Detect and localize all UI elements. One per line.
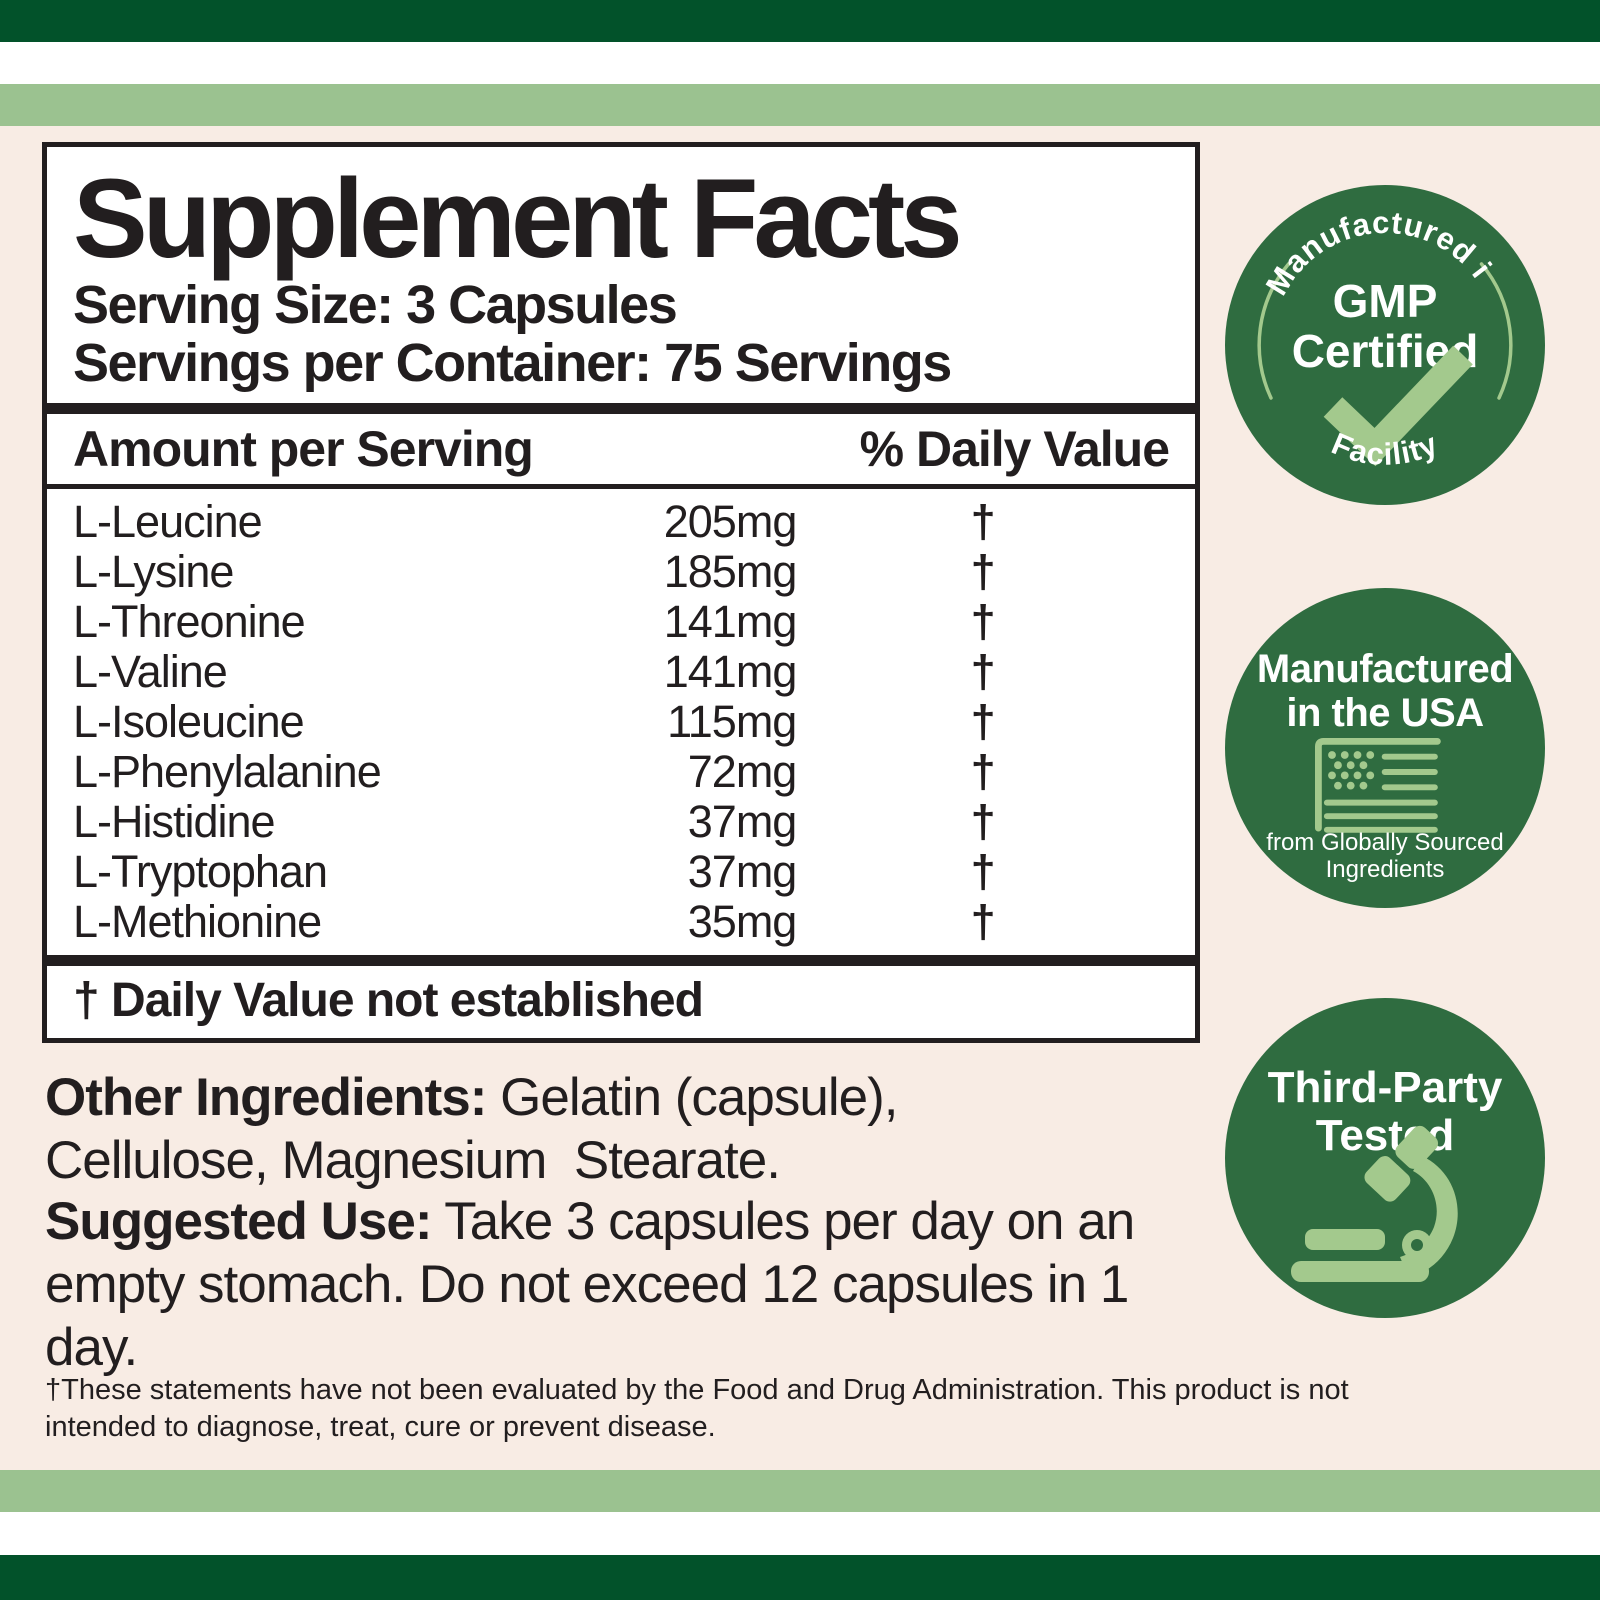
ingredient-amount: 35mg — [687, 896, 798, 947]
fda-disclaimer-text: †These statements have not been evaluate… — [45, 1374, 1349, 1443]
serving-size-line: Serving Size: 3 Capsules — [73, 275, 678, 335]
top-bar-light-green — [0, 84, 1600, 126]
other-ingredients-label: Other Ingredients: — [45, 1068, 487, 1127]
suggested-use-text: Suggested Use: Take 3 capsules per day o… — [45, 1190, 1220, 1379]
ingredient-name: L-Isoleucine — [73, 696, 305, 747]
top-bar-dark-green — [0, 0, 1600, 42]
ingredient-name: L-Tryptophan — [73, 846, 328, 897]
ingredient-dv: † — [970, 696, 996, 747]
thick-divider — [47, 403, 1195, 414]
thin-divider — [47, 484, 1195, 489]
table-row: L-Valine 141mg † — [73, 647, 1169, 697]
bottom-bar-light-green — [0, 1470, 1600, 1512]
usa-title-line1: Manufactured — [1257, 647, 1513, 691]
ingredient-dv: † — [970, 746, 996, 797]
supplement-facts-panel: Supplement Facts Serving Size: 3 Capsule… — [42, 142, 1200, 1043]
ingredient-dv: † — [970, 846, 996, 897]
badge-circle — [1225, 185, 1545, 505]
other-ingredients-text: Other Ingredients: Gelatin (capsule), Ce… — [45, 1066, 1075, 1192]
ingredient-dv: † — [970, 546, 996, 597]
third-party-tested-badge: Third-Party Tested — [1225, 998, 1545, 1318]
ingredient-amount: 205mg — [663, 496, 798, 547]
servings-per-container-line: Servings per Container: 75 Servings — [73, 333, 952, 393]
ingredient-rows: L-Leucine 205mg † L-Lysine 185mg † L-Thr… — [47, 489, 1195, 955]
ingredient-name: L-Histidine — [73, 796, 276, 847]
made-in-usa-badge: Manufactured in the USA from Globally So… — [1225, 588, 1545, 908]
badge-ring-arc-left — [1257, 262, 1291, 400]
ingredient-dv: † — [970, 796, 996, 847]
ingredient-name: L-Phenylalanine — [73, 746, 382, 797]
bottom-bar-white — [0, 1512, 1600, 1555]
facts-header: Supplement Facts Serving Size: 3 Capsule… — [47, 147, 1195, 403]
microscope-icon — [1291, 1125, 1458, 1282]
third-party-title-line2: Tested — [1316, 1111, 1455, 1160]
suggested-use-label: Suggested Use: — [45, 1192, 433, 1251]
table-row: L-Lysine 185mg † — [73, 547, 1169, 597]
facts-column-headers: Amount per Serving % Daily Value — [47, 414, 1195, 484]
table-row: L-Isoleucine 115mg † — [73, 697, 1169, 747]
ingredient-dv: † — [970, 496, 996, 547]
ingredient-amount: 72mg — [687, 746, 798, 797]
table-row: L-Phenylalanine 72mg † — [73, 747, 1169, 797]
ingredient-dv: † — [970, 646, 996, 697]
usa-title-line2: in the USA — [1286, 691, 1483, 735]
ingredient-amount: 141mg — [663, 596, 798, 647]
ingredient-name: L-Threonine — [73, 596, 306, 647]
table-row: L-Threonine 141mg † — [73, 597, 1169, 647]
thick-divider — [47, 955, 1195, 966]
ingredient-amount: 115mg — [667, 696, 797, 747]
bottom-bar-dark-green — [0, 1555, 1600, 1600]
badge-ring-arc-right — [1479, 262, 1513, 400]
ingredient-name: L-Leucine — [73, 496, 263, 547]
usa-subtitle-line1: from Globally Sourced — [1266, 829, 1503, 856]
suggested-use-body: Take 3 capsules per day on an empty stom… — [45, 1192, 1148, 1377]
top-bar-white — [0, 42, 1600, 84]
ingredient-name: L-Valine — [73, 646, 228, 697]
usa-flag-icon — [1315, 738, 1441, 833]
facts-footnote-section: † Daily Value not established — [47, 966, 1195, 1038]
ingredient-amount: 37mg — [687, 796, 798, 847]
ingredient-dv: † — [970, 596, 996, 647]
ingredient-name: L-Lysine — [73, 546, 234, 597]
daily-value-column-header: % Daily Value — [859, 421, 1170, 477]
third-party-title-line1: Third-Party — [1268, 1063, 1503, 1112]
facts-title: Supplement Facts — [73, 156, 963, 281]
ingredient-amount: 37mg — [687, 846, 798, 897]
badge-circle — [1225, 588, 1545, 908]
ingredient-amount: 185mg — [663, 546, 798, 597]
gmp-title-line1: GMP — [1333, 275, 1438, 327]
table-row: L-Tryptophan 37mg † — [73, 847, 1169, 897]
dv-footnote: † Daily Value not established — [73, 974, 704, 1027]
ingredient-name: L-Methionine — [73, 896, 322, 947]
ingredient-dv: † — [970, 896, 996, 947]
table-row: L-Histidine 37mg † — [73, 797, 1169, 847]
ingredient-amount: 141mg — [663, 646, 798, 697]
usa-subtitle-line2: Ingredients — [1326, 856, 1445, 883]
other-ingredients-body: Gelatin (capsule), Cellulose, Magnesium … — [45, 1068, 912, 1190]
amount-column-header: Amount per Serving — [73, 421, 534, 477]
checkmark-icon — [1323, 345, 1473, 467]
gmp-certified-badge: Manufactured in GMP Certified Facility — [1225, 185, 1545, 505]
table-row: L-Leucine 205mg † — [73, 497, 1169, 547]
table-row: L-Methionine 35mg † — [73, 897, 1169, 947]
